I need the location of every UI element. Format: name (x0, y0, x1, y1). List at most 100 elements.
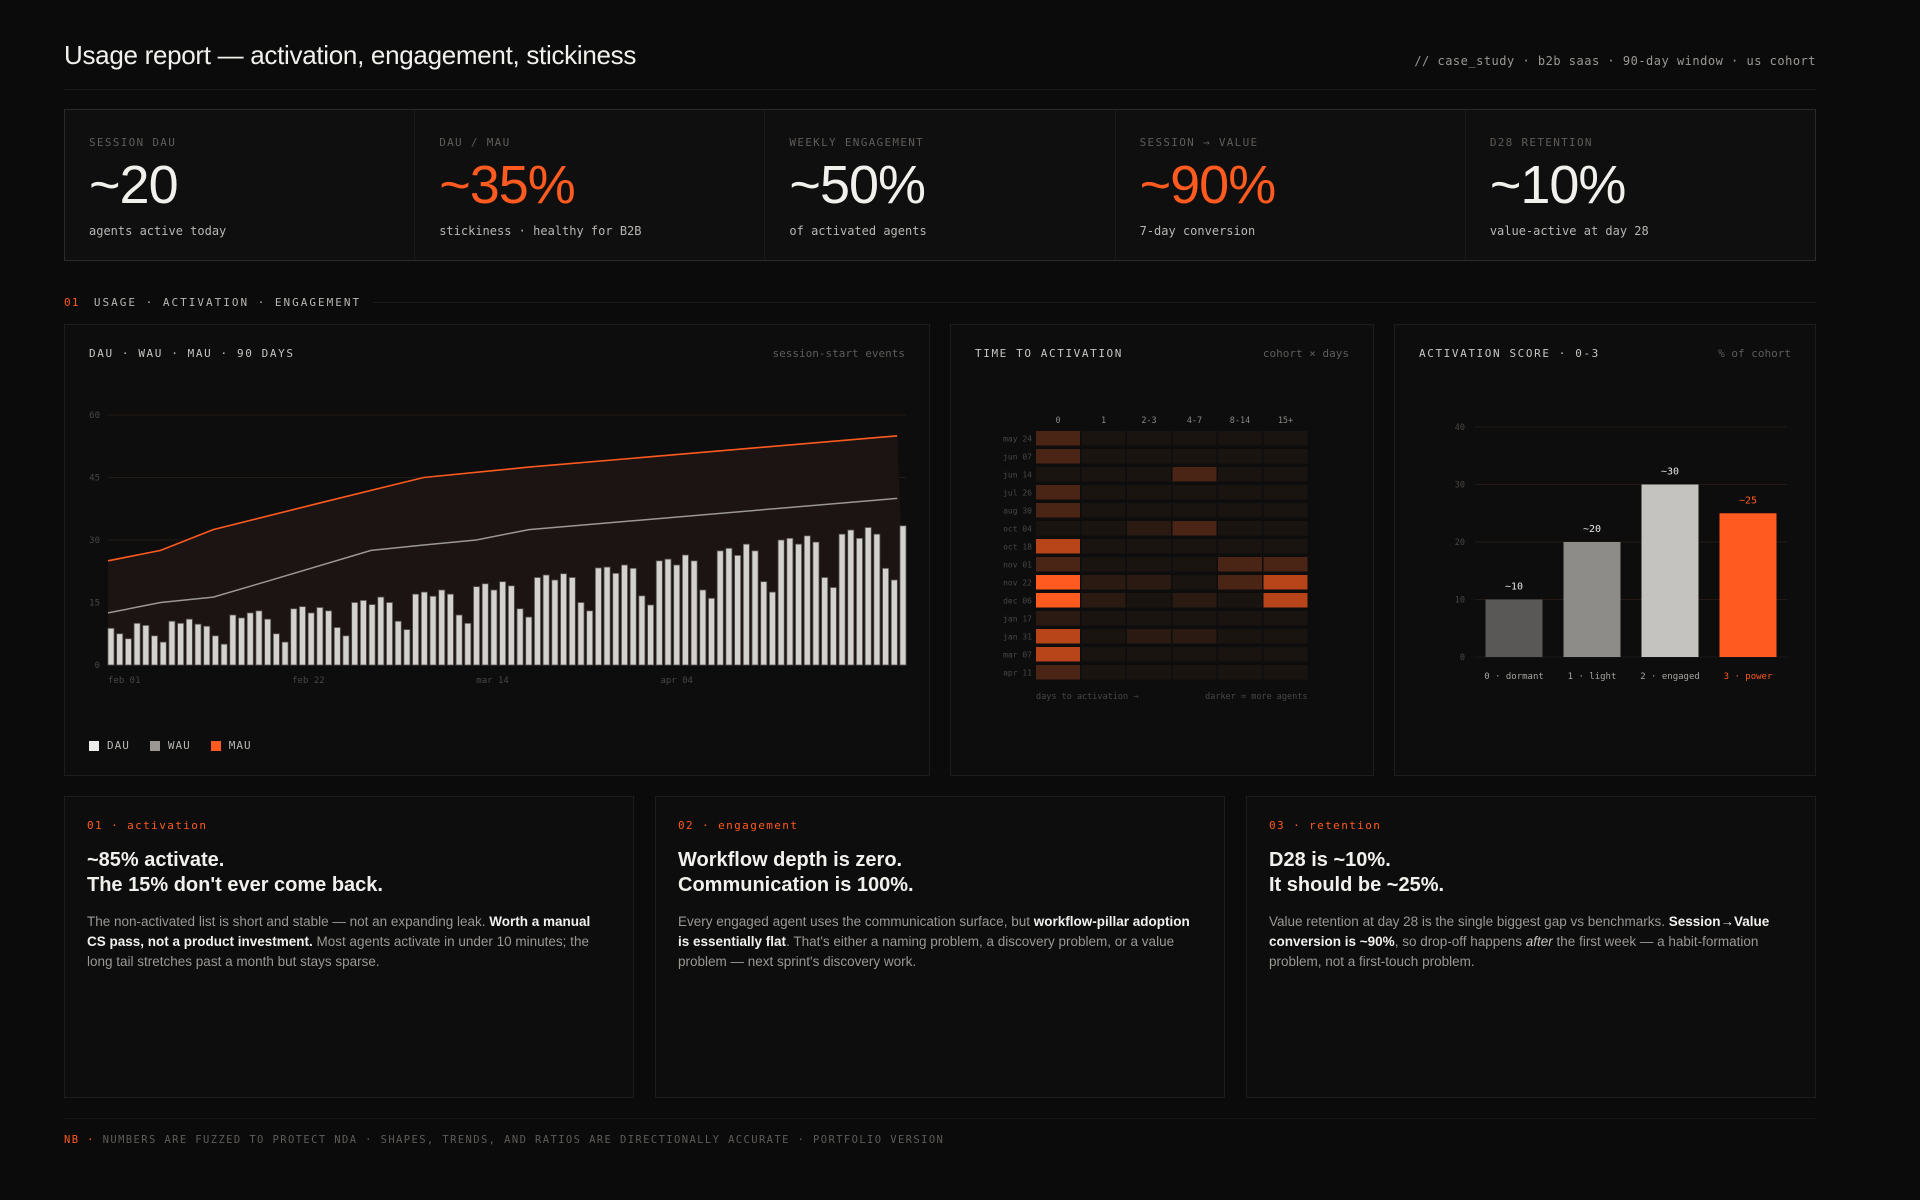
dau-bar (255, 610, 263, 666)
dau-bar (821, 577, 829, 666)
heatmap-cell (1081, 521, 1126, 536)
dau-bar (725, 547, 733, 666)
heatmap-cell (1127, 593, 1171, 608)
bar-value-label: ~30 (1661, 467, 1679, 478)
score-bar (1719, 513, 1777, 657)
insight-body: Value retention at day 28 is the single … (1269, 914, 1770, 969)
dau-bar (525, 616, 533, 666)
dau-bar (681, 554, 689, 666)
heatmap-cell (1263, 431, 1308, 446)
heatmap-cell (1218, 521, 1262, 536)
dau-bar (655, 560, 663, 666)
heatmap-cell (1127, 611, 1171, 626)
heatmap-cell (1172, 467, 1217, 482)
headline-line: The 15% don't ever come back. (87, 874, 383, 896)
y-tick-label: 40 (1455, 423, 1465, 433)
mau-area (108, 435, 906, 665)
kpi-sub: agents active today (89, 223, 227, 238)
heatmap-cell (1081, 593, 1126, 608)
heatmap-cell (1081, 647, 1126, 662)
heatmap-cell (1218, 557, 1262, 572)
dau-bar (342, 635, 350, 666)
dau-bar (690, 560, 698, 666)
activation-score-chart: 0 10 20 30 40 ~10 0 · dormant ~20 1 · light ~30 2 … (1455, 423, 1787, 682)
heatmap-cell (1172, 665, 1217, 680)
category-label: 2 · engaged (1640, 672, 1700, 682)
heatmap-cell (1218, 575, 1262, 590)
insight-card-retention: 03 · retention D28 is ~10%. It should be… (1246, 796, 1816, 1098)
heatmap-cell (1263, 503, 1308, 518)
heatmap-cell (1127, 539, 1171, 554)
footer-text: NUMBERS ARE FUZZED TO PROTECT NDA · SHAP… (102, 1134, 945, 1146)
dau-bar (368, 604, 376, 666)
legend-label: MAU (228, 739, 252, 752)
panel-title: TIME TO ACTIVATION (975, 347, 1124, 360)
heatmap-cell (1263, 629, 1308, 644)
heatmap-cell (1218, 647, 1262, 662)
row-label: jan 17 (1003, 614, 1032, 623)
dau-bar (899, 525, 907, 666)
panel-note: session-start events (772, 347, 905, 360)
dau-bar (882, 567, 890, 666)
dau-bar (551, 579, 559, 666)
insight-headline: ~85% activate. The 15% don't ever come b… (87, 848, 611, 898)
kpi-value: ~90% (1139, 155, 1277, 215)
dau-bar (664, 558, 672, 666)
bar-value-label: ~20 (1583, 524, 1601, 535)
heatmap-cell (1036, 647, 1080, 662)
heatmap-cell (1172, 431, 1217, 446)
heatmap-cell (1172, 503, 1217, 518)
heatmap-cell (1036, 485, 1080, 500)
heatmap-cell (1218, 665, 1262, 680)
dau-bar (568, 577, 576, 666)
kpi-dau-mau: DAU / MAU ~35% stickiness · healthy for … (415, 110, 766, 260)
dau-bar (299, 606, 306, 666)
headline-line: ~85% activate. (87, 849, 225, 871)
dau-bar (377, 596, 385, 666)
dau-bar (586, 610, 594, 666)
legend-label: DAU (107, 739, 130, 752)
heatmap-cell (1081, 665, 1126, 680)
heatmap-cell (1172, 557, 1217, 572)
insight-card-engagement: 02 · engagement Workflow depth is zero. … (655, 796, 1225, 1098)
row-label: jul 26 (1003, 488, 1032, 497)
headline-line: Workflow depth is zero. (678, 849, 903, 871)
dau-bar (516, 608, 524, 666)
dau-bar (212, 635, 219, 666)
x-tick-label: feb 22 (292, 676, 325, 686)
row-label: nov 22 (1003, 578, 1032, 587)
mau-line (107, 435, 898, 562)
dau-bar (795, 543, 802, 666)
heatmap-cell (1036, 611, 1080, 626)
dau-bar (856, 537, 863, 666)
heatmap-cell (1081, 629, 1126, 644)
heatmap-cell (1263, 449, 1308, 464)
row-label: jun 14 (1003, 470, 1032, 479)
y-tick-label: 10 (1455, 596, 1465, 606)
heatmap-cell (1127, 557, 1171, 572)
heatmap-cell (1172, 629, 1217, 644)
insight-card-activation: 01 · activation ~85% activate. The 15% d… (64, 796, 634, 1098)
heatmap-cell (1081, 467, 1126, 482)
column-label: 4-7 (1187, 416, 1202, 426)
heatmap-cell (1036, 521, 1080, 536)
heatmap-cell (1036, 629, 1080, 644)
dau-bar (194, 623, 202, 666)
heatmap-cell (1127, 503, 1171, 518)
dau-bar (455, 614, 463, 666)
dau-bar (412, 593, 420, 666)
dau-bar (420, 591, 428, 666)
insight-tag: 03 · retention (1269, 819, 1382, 832)
footer-nb: NB · (64, 1134, 95, 1146)
header-meta: // case_study · b2b saas · 90-day window… (1414, 54, 1816, 68)
heatmap-cell (1036, 665, 1080, 680)
heatmap-cell (1263, 539, 1308, 554)
row-label: jan 31 (1003, 632, 1032, 641)
heatmap-cell (1081, 611, 1126, 626)
dau-bar (229, 614, 237, 666)
heatmap-cell (1127, 521, 1171, 536)
row-label: may 24 (1003, 434, 1032, 443)
kpi-label: SESSION DAU (89, 136, 177, 149)
dau-bar (351, 602, 359, 666)
panel-title: DAU · WAU · MAU · 90 DAYS (89, 347, 295, 360)
